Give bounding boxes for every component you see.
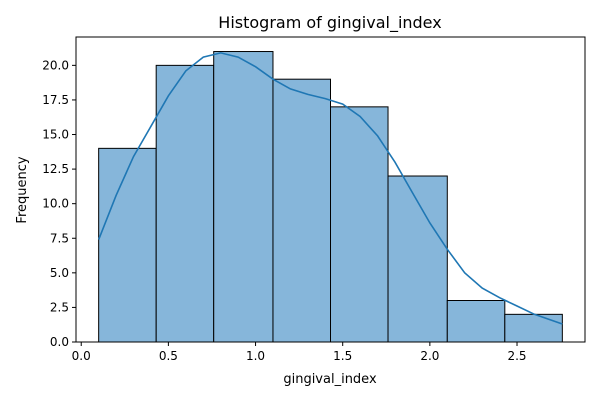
histogram-bar-7: [446, 300, 506, 343]
y-axis-ticks: 0.0 2.5 5.0 7.5 10.0 12.5 15.0 17.5 20.0: [42, 58, 76, 349]
y-tick-label: 12.5: [42, 162, 69, 176]
y-tick-label: 15.0: [42, 128, 69, 142]
x-tick-label: 0.5: [159, 349, 178, 363]
kde-curve: [97, 52, 563, 325]
x-tick-label: 1.0: [246, 349, 265, 363]
y-tick-label: 7.5: [50, 231, 69, 245]
histogram-bar-1: [98, 147, 157, 343]
x-tick-label: 2.0: [420, 349, 439, 363]
histogram-bar-8: [504, 313, 563, 343]
x-tick-label: 2.5: [507, 349, 526, 363]
x-axis-ticks: 0.0 0.5 1.0 1.5 2.0 2.5: [72, 342, 527, 363]
y-tick-label: 5.0: [50, 266, 69, 280]
x-axis-label: gingival_index: [283, 372, 377, 387]
y-tick-label: 20.0: [42, 58, 69, 72]
bars-group: [98, 51, 563, 343]
plot-frame: [75, 36, 586, 343]
histogram-bar-2: [155, 64, 215, 343]
x-tick-label: 1.5: [333, 349, 352, 363]
y-tick-label: 2.5: [50, 300, 69, 314]
histogram-bar-6: [387, 175, 448, 343]
y-tick-label: 10.0: [42, 197, 69, 211]
chart-title: Histogram of gingival_index: [218, 13, 441, 33]
y-tick-label: 17.5: [42, 93, 69, 107]
histogram-bar-4: [272, 78, 331, 343]
y-axis-label: Frequency: [15, 156, 30, 223]
histogram-bar-3: [213, 51, 274, 343]
histogram-bar-5: [330, 106, 389, 343]
x-tick-label: 0.0: [72, 349, 91, 363]
y-tick-label: 0.0: [50, 335, 69, 349]
